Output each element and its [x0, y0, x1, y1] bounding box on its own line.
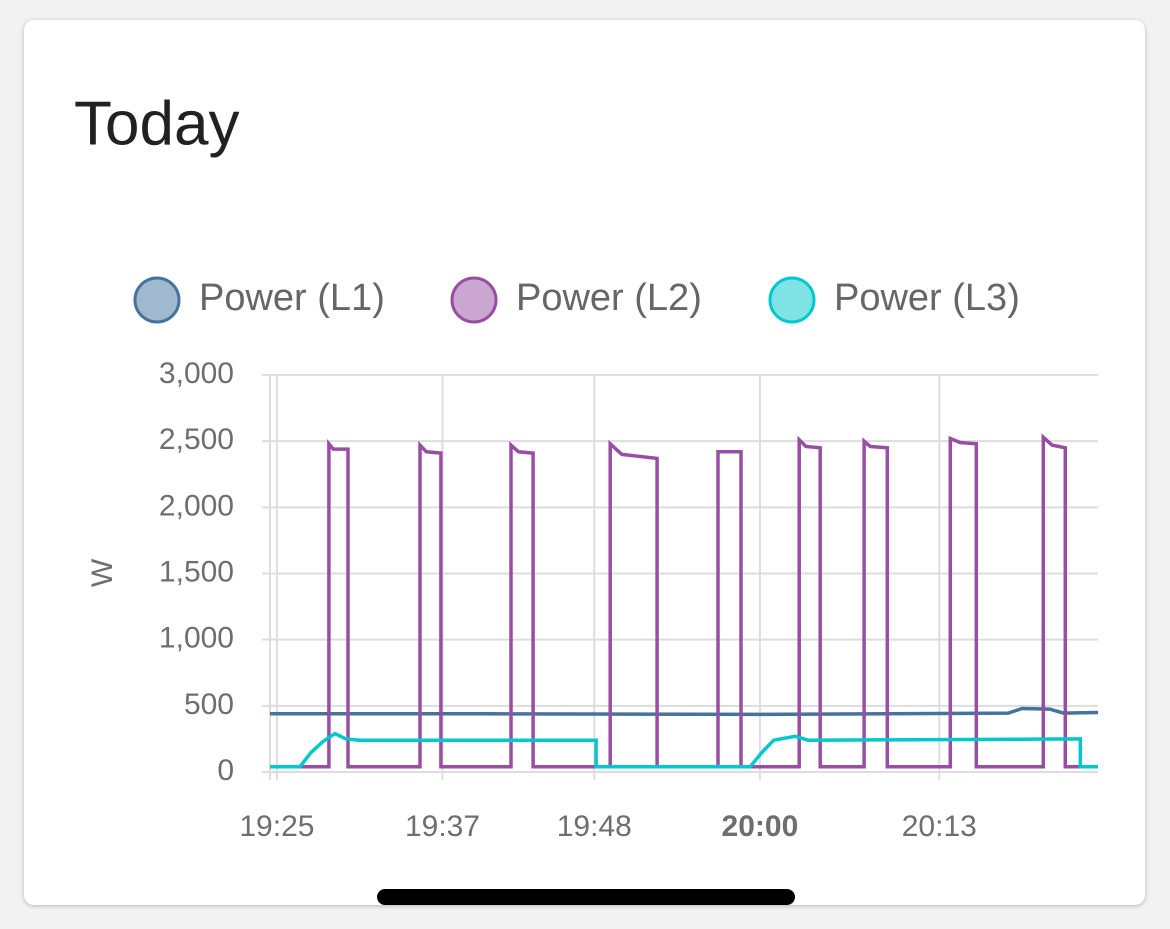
y-tick-label: 500 — [184, 688, 234, 721]
y-tick-label: 3,000 — [159, 357, 234, 390]
y-axis-label: W — [86, 558, 119, 587]
series-line — [270, 731, 1098, 769]
x-tick-label: 20:00 — [722, 810, 799, 843]
y-tick-label: 2,500 — [159, 423, 234, 456]
legend-swatch[interactable] — [450, 276, 498, 324]
legend-swatch[interactable] — [768, 276, 816, 324]
legend-swatch[interactable] — [133, 276, 181, 324]
y-tick-label: 1,500 — [159, 555, 234, 588]
legend-label[interactable]: Power (L2) — [516, 277, 702, 319]
y-tick-label: 0 — [217, 754, 234, 787]
x-tick-label: 19:37 — [405, 810, 480, 843]
card-title: Today — [74, 89, 239, 158]
series-line — [270, 433, 1098, 769]
home-indicator — [377, 889, 795, 905]
legend-label[interactable]: Power (L3) — [834, 277, 1020, 319]
x-tick-label: 20:13 — [902, 810, 977, 843]
legend-label[interactable]: Power (L1) — [199, 277, 385, 319]
x-tick-label: 19:48 — [557, 810, 632, 843]
y-tick-label: 1,000 — [159, 622, 234, 655]
y-tick-label: 2,000 — [159, 489, 234, 522]
card — [24, 20, 1145, 905]
series-line — [270, 706, 1099, 717]
x-tick-label: 19:25 — [239, 810, 314, 843]
